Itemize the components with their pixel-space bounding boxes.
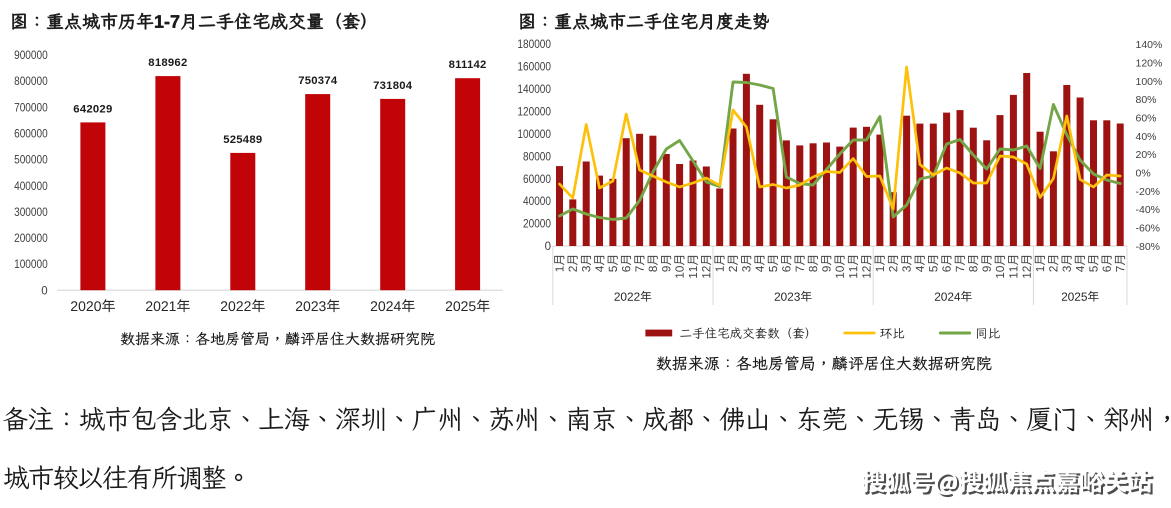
svg-text:700000: 700000 bbox=[14, 102, 48, 114]
svg-text:120000: 120000 bbox=[517, 107, 551, 119]
svg-text:0: 0 bbox=[41, 285, 47, 297]
svg-text:818962: 818962 bbox=[148, 57, 187, 69]
svg-text:160000: 160000 bbox=[517, 62, 551, 74]
svg-text:0: 0 bbox=[545, 241, 551, 253]
svg-text:300000: 300000 bbox=[14, 207, 48, 219]
svg-text:20%: 20% bbox=[1136, 149, 1157, 161]
svg-text:525489: 525489 bbox=[223, 134, 262, 146]
svg-text:80%: 80% bbox=[1136, 94, 1157, 106]
svg-text:-60%: -60% bbox=[1136, 223, 1161, 235]
svg-text:642029: 642029 bbox=[73, 103, 112, 115]
svg-text:600000: 600000 bbox=[14, 129, 48, 141]
svg-text:100000: 100000 bbox=[517, 129, 551, 141]
svg-text:180000: 180000 bbox=[517, 39, 551, 51]
svg-text:731804: 731804 bbox=[373, 80, 413, 92]
svg-text:20000: 20000 bbox=[523, 219, 551, 231]
svg-text:0%: 0% bbox=[1136, 168, 1151, 180]
svg-text:811142: 811142 bbox=[449, 59, 487, 71]
svg-text:120%: 120% bbox=[1136, 57, 1163, 69]
svg-text:80000: 80000 bbox=[523, 151, 551, 163]
svg-text:400000: 400000 bbox=[14, 181, 48, 193]
svg-text:100%: 100% bbox=[1136, 76, 1163, 88]
svg-text:40000: 40000 bbox=[523, 196, 551, 208]
svg-text:60000: 60000 bbox=[523, 174, 551, 186]
svg-text:900000: 900000 bbox=[14, 50, 48, 62]
svg-text:140000: 140000 bbox=[517, 84, 551, 96]
svg-text:40%: 40% bbox=[1136, 131, 1157, 143]
svg-text:100000: 100000 bbox=[14, 259, 48, 271]
svg-text:-20%: -20% bbox=[1136, 186, 1161, 198]
svg-text:750374: 750374 bbox=[298, 75, 338, 87]
svg-text:-80%: -80% bbox=[1136, 241, 1161, 253]
svg-text:200000: 200000 bbox=[14, 233, 48, 245]
svg-text:-40%: -40% bbox=[1136, 204, 1161, 216]
svg-text:500000: 500000 bbox=[14, 155, 48, 167]
svg-text:140%: 140% bbox=[1136, 39, 1163, 51]
svg-text:800000: 800000 bbox=[14, 76, 48, 88]
svg-text:60%: 60% bbox=[1136, 112, 1157, 124]
